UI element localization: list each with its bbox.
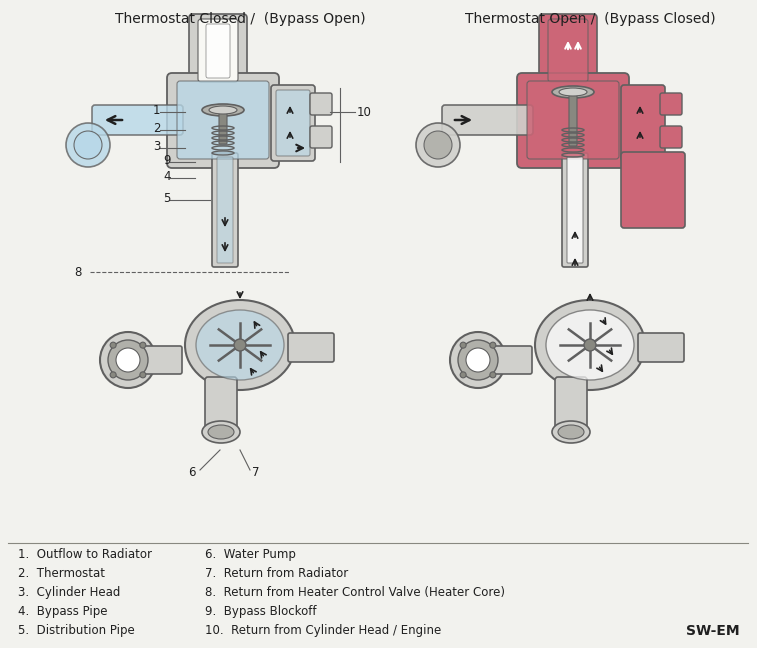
Ellipse shape — [535, 300, 645, 390]
FancyBboxPatch shape — [206, 24, 230, 78]
FancyBboxPatch shape — [539, 14, 597, 87]
Ellipse shape — [208, 425, 234, 439]
Text: 9.  Bypass Blockoff: 9. Bypass Blockoff — [205, 605, 316, 618]
Text: 2.  Thermostat: 2. Thermostat — [18, 567, 105, 580]
Ellipse shape — [185, 300, 295, 390]
Text: 5: 5 — [163, 192, 170, 205]
FancyBboxPatch shape — [205, 377, 237, 438]
FancyBboxPatch shape — [527, 81, 619, 159]
Text: 8.  Return from Heater Control Valve (Heater Core): 8. Return from Heater Control Valve (Hea… — [205, 586, 505, 599]
Text: 6: 6 — [188, 465, 195, 478]
FancyBboxPatch shape — [271, 85, 315, 161]
Ellipse shape — [209, 106, 237, 114]
FancyBboxPatch shape — [638, 333, 684, 362]
FancyBboxPatch shape — [310, 126, 332, 148]
Text: 9: 9 — [163, 154, 170, 167]
Circle shape — [140, 372, 146, 378]
Text: 10: 10 — [357, 106, 372, 119]
FancyBboxPatch shape — [217, 157, 233, 263]
Circle shape — [466, 348, 490, 372]
FancyBboxPatch shape — [198, 19, 238, 82]
FancyBboxPatch shape — [310, 93, 332, 115]
FancyBboxPatch shape — [660, 93, 682, 115]
Text: Thermostat Closed /  (Bypass Open): Thermostat Closed / (Bypass Open) — [115, 12, 366, 26]
FancyBboxPatch shape — [569, 89, 577, 146]
Text: 10.  Return from Cylinder Head / Engine: 10. Return from Cylinder Head / Engine — [205, 624, 441, 637]
Text: 3: 3 — [153, 139, 160, 152]
Circle shape — [111, 342, 116, 348]
FancyBboxPatch shape — [288, 333, 334, 362]
Ellipse shape — [196, 310, 284, 380]
FancyBboxPatch shape — [219, 107, 227, 144]
FancyBboxPatch shape — [621, 85, 665, 161]
Text: 7: 7 — [252, 465, 260, 478]
FancyBboxPatch shape — [126, 346, 182, 374]
Circle shape — [490, 372, 496, 378]
FancyBboxPatch shape — [621, 152, 685, 228]
FancyBboxPatch shape — [92, 105, 183, 135]
FancyBboxPatch shape — [548, 19, 588, 82]
FancyBboxPatch shape — [212, 153, 238, 267]
Circle shape — [460, 342, 466, 348]
FancyBboxPatch shape — [555, 377, 587, 438]
Ellipse shape — [202, 104, 244, 116]
FancyBboxPatch shape — [276, 90, 310, 156]
Circle shape — [66, 123, 110, 167]
Circle shape — [116, 348, 140, 372]
Text: 6.  Water Pump: 6. Water Pump — [205, 548, 296, 561]
Text: 4.  Bypass Pipe: 4. Bypass Pipe — [18, 605, 107, 618]
Circle shape — [140, 342, 146, 348]
Ellipse shape — [558, 425, 584, 439]
FancyBboxPatch shape — [167, 73, 279, 168]
Circle shape — [460, 372, 466, 378]
Text: 3.  Cylinder Head: 3. Cylinder Head — [18, 586, 120, 599]
Circle shape — [416, 123, 460, 167]
Circle shape — [111, 372, 116, 378]
FancyBboxPatch shape — [476, 346, 532, 374]
FancyBboxPatch shape — [562, 153, 588, 267]
Text: 1.  Outflow to Radiator: 1. Outflow to Radiator — [18, 548, 152, 561]
Text: Thermostat Open /  (Bypass Closed): Thermostat Open / (Bypass Closed) — [465, 12, 715, 26]
Circle shape — [74, 131, 102, 159]
Text: 2: 2 — [153, 122, 160, 135]
FancyBboxPatch shape — [189, 14, 247, 87]
FancyBboxPatch shape — [442, 105, 533, 135]
Text: 1: 1 — [153, 104, 160, 117]
Circle shape — [234, 339, 246, 351]
FancyBboxPatch shape — [517, 73, 629, 168]
FancyBboxPatch shape — [567, 157, 583, 263]
Ellipse shape — [202, 421, 240, 443]
Text: 8: 8 — [75, 266, 82, 279]
Ellipse shape — [552, 421, 590, 443]
Circle shape — [450, 332, 506, 388]
Circle shape — [458, 340, 498, 380]
Text: 4: 4 — [163, 170, 170, 183]
FancyBboxPatch shape — [177, 81, 269, 159]
Circle shape — [100, 332, 156, 388]
Text: 5.  Distribution Pipe: 5. Distribution Pipe — [18, 624, 135, 637]
Circle shape — [108, 340, 148, 380]
FancyBboxPatch shape — [660, 126, 682, 148]
Circle shape — [490, 342, 496, 348]
Circle shape — [584, 339, 596, 351]
Text: SW-EM: SW-EM — [687, 624, 740, 638]
Circle shape — [424, 131, 452, 159]
Text: 7.  Return from Radiator: 7. Return from Radiator — [205, 567, 348, 580]
Ellipse shape — [559, 88, 587, 96]
Ellipse shape — [546, 310, 634, 380]
Ellipse shape — [552, 86, 594, 98]
